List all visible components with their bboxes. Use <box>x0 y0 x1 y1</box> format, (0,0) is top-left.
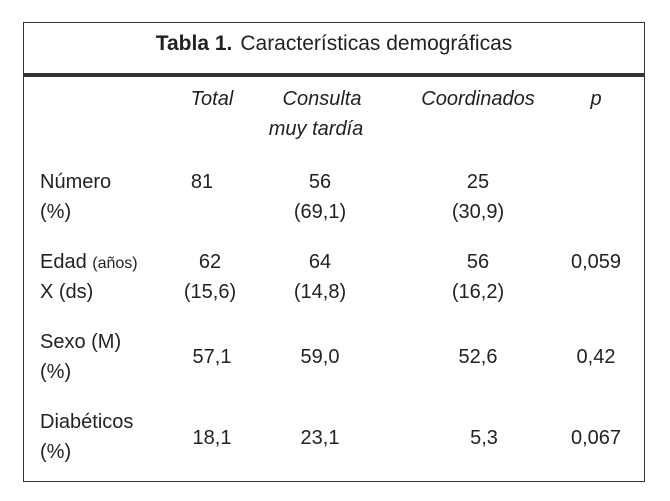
row-label-text: Edad <box>40 251 87 273</box>
cell-consulta-pct: (69,1) <box>293 201 347 223</box>
cell-coordinados: 52,6 <box>458 346 498 368</box>
row-label: Diabéticos <box>40 411 134 433</box>
table-title: Tabla 1. Características demográficas <box>23 32 645 56</box>
cell-coordinados-pct: (30,9) <box>451 201 505 223</box>
cell-p: 0,067 <box>570 427 622 449</box>
row-label-unit: (%) <box>40 361 72 383</box>
col-consulta-line2: muy tardía <box>268 118 364 140</box>
cell-coordinados: 56 <box>466 251 490 273</box>
row-label-unit: X (ds) <box>40 281 94 303</box>
cell-consulta-sd: (14,8) <box>293 281 347 303</box>
table-caption: Características demográficas <box>240 32 513 55</box>
row-label: Edad (años) <box>40 247 138 279</box>
table-frame <box>23 22 645 482</box>
cell-consulta: 64 <box>308 251 332 273</box>
cell-p: 0,059 <box>570 251 622 273</box>
cell-consulta: 56 <box>308 171 332 193</box>
col-total: Total <box>190 88 234 110</box>
row-label-unit: (%) <box>40 201 72 223</box>
cell-coordinados-sd: (16,2) <box>451 281 505 303</box>
row-label: Sexo (M) <box>40 331 122 353</box>
cell-coordinados: 25 <box>466 171 490 193</box>
table-number: Tabla 1. <box>155 32 233 55</box>
cell-total: 62 <box>198 251 222 273</box>
row-label-unit: (%) <box>40 441 72 463</box>
cell-consulta: 23,1 <box>300 427 340 449</box>
cell-consulta: 59,0 <box>300 346 340 368</box>
row-label-small: (años) <box>92 255 138 272</box>
cell-total-sd: (15,6) <box>183 281 237 303</box>
row-label: Número <box>40 171 112 193</box>
col-p: p <box>590 88 602 110</box>
header-divider <box>23 73 645 77</box>
cell-p: 0,42 <box>576 346 616 368</box>
cell-total: 18,1 <box>192 427 232 449</box>
cell-coordinados: 5,3 <box>470 427 498 449</box>
col-coordinados: Coordinados <box>421 88 535 110</box>
cell-total: 81 <box>190 171 214 193</box>
cell-total: 57,1 <box>192 346 232 368</box>
col-consulta-line1: Consulta <box>282 88 362 110</box>
